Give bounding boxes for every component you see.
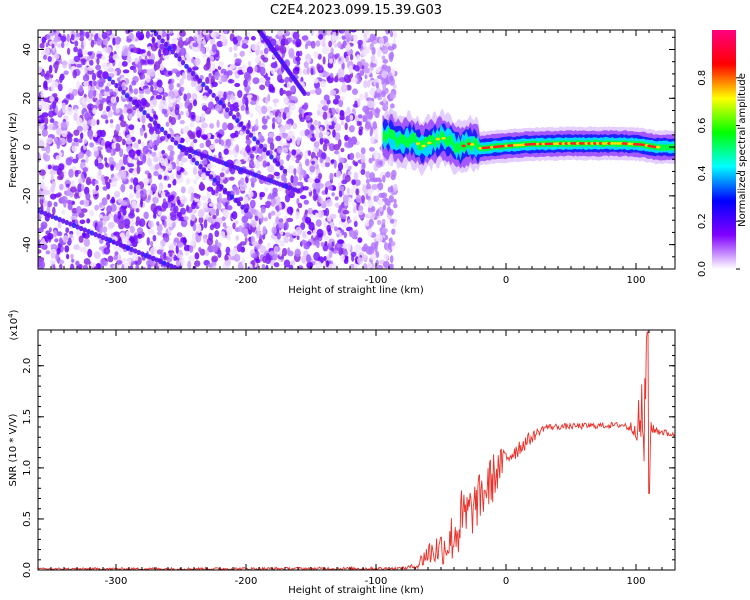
colorbar-tick-label: 0.6 [697,118,708,134]
colorbar-gradient [712,30,736,269]
spectrogram-x-tick-label: -100 [365,275,388,286]
snr-x-tick-label: -100 [365,576,388,587]
snr-x-tick-label: 100 [626,576,645,587]
snr-plot-area [38,330,675,570]
snr-x-tick-label: -300 [105,576,128,587]
spectrogram-y-tick-label: -40 [22,236,33,252]
spectrogram-frame [37,29,676,270]
snr-panel: -300 -200 -100 0 100 0.0 0.5 1.0 1.5 2.0 Height o… [7,309,676,596]
colorbar-tick-label: 0.2 [697,213,708,229]
snr-y-tick-label: 1.5 [22,409,33,425]
colorbar-label: Normalized spectral amplitude [737,73,748,227]
snr-y-axis-label: SNR (10 * V/V) [8,413,19,486]
figure-title: C2E4.2023.099.15.39.G03 [270,3,442,18]
snr-x-axis-label: Height of straight line (km) [288,585,424,596]
colorbar-tick-label: 0.4 [697,165,708,181]
noise-speckles [38,30,399,269]
spectrogram-x-tick-label: -200 [235,275,258,286]
snr-frame [37,329,676,571]
spectrogram-y-tick-label: 40 [22,43,33,56]
spectrogram-x-tick-label: -300 [105,275,128,286]
spectrogram-y-tick-label: -20 [22,188,33,204]
spectrogram-marks [38,30,675,269]
snr-x-tick-label: 0 [503,576,509,587]
snr-y-tick-label: 0.0 [22,562,33,578]
colorbar-tick-label: 0.0 [697,261,708,277]
colorbar: 0.0 0.2 0.4 0.6 0.8 Normalized spectral ampl… [697,30,748,277]
colorbar-tick-label: 0.8 [697,70,708,86]
snr-x-tick-label: -200 [235,576,258,587]
snr-y-tick-label: 2.0 [22,358,33,374]
snr-ticks: -300 -200 -100 0 100 0.0 0.5 1.0 1.5 2.0 [22,330,676,587]
snr-y-tick-label: 1.0 [22,460,33,476]
snr-y-multiplier: (x104) [7,309,20,340]
snr-y-tick-label: 0.5 [22,511,33,527]
tone-ridge [415,137,661,150]
streak-lines [38,30,307,269]
spectrogram-x-tick-label: 100 [626,275,645,286]
colorbar-ticks: 0.0 0.2 0.4 0.6 0.8 [697,70,740,277]
spectrogram-y-axis-label: Frequency (Hz) [8,112,19,188]
spectrogram-x-axis-label: Height of straight line (km) [288,285,424,296]
tone-band [382,106,675,177]
spectrogram-y-tick-label: 20 [22,92,33,105]
spectrogram-y-tick-label: 0 [22,144,33,150]
spectrogram-x-tick-label: 0 [503,275,509,286]
